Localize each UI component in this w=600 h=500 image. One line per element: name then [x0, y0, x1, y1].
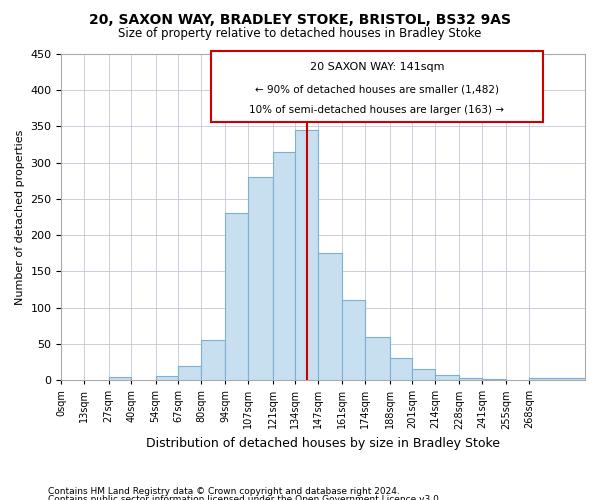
- Bar: [295, 130, 318, 380]
- Bar: [529, 378, 585, 380]
- Y-axis label: Number of detached properties: Number of detached properties: [15, 130, 25, 305]
- Bar: [412, 370, 435, 380]
- Bar: [389, 358, 412, 380]
- Bar: [318, 254, 343, 380]
- Bar: [435, 375, 460, 380]
- Bar: [365, 336, 389, 380]
- Bar: [272, 152, 295, 380]
- Bar: [248, 177, 272, 380]
- Bar: [155, 376, 178, 380]
- Bar: [201, 340, 226, 380]
- Text: 20, SAXON WAY, BRADLEY STOKE, BRISTOL, BS32 9AS: 20, SAXON WAY, BRADLEY STOKE, BRISTOL, B…: [89, 12, 511, 26]
- Text: ← 90% of detached houses are smaller (1,482): ← 90% of detached houses are smaller (1,…: [255, 85, 499, 95]
- Bar: [226, 214, 248, 380]
- Text: 20 SAXON WAY: 141sqm: 20 SAXON WAY: 141sqm: [310, 62, 444, 72]
- Bar: [460, 378, 482, 380]
- Bar: [343, 300, 365, 380]
- Text: Size of property relative to detached houses in Bradley Stoke: Size of property relative to detached ho…: [118, 28, 482, 40]
- Text: Contains HM Land Registry data © Crown copyright and database right 2024.: Contains HM Land Registry data © Crown c…: [48, 488, 400, 496]
- Text: Contains public sector information licensed under the Open Government Licence v3: Contains public sector information licen…: [48, 495, 442, 500]
- Text: 10% of semi-detached houses are larger (163) →: 10% of semi-detached houses are larger (…: [250, 104, 505, 115]
- FancyBboxPatch shape: [211, 50, 543, 122]
- Bar: [109, 376, 131, 380]
- Bar: [178, 366, 201, 380]
- X-axis label: Distribution of detached houses by size in Bradley Stoke: Distribution of detached houses by size …: [146, 437, 500, 450]
